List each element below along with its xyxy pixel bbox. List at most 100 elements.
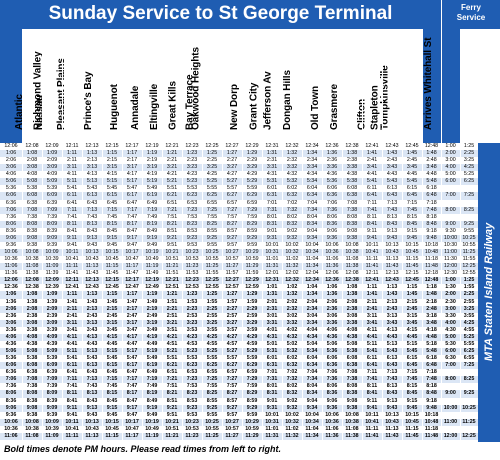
time-cell: 5:11 xyxy=(366,340,378,347)
time-cell: 6:36 xyxy=(5,199,17,206)
time-cell: 4:47 xyxy=(126,340,138,347)
time-cell: 8:08 xyxy=(346,383,358,390)
time-cell: 10:15 xyxy=(405,411,419,418)
time-cell: 1:04 xyxy=(306,284,318,291)
time-cell: 10:25 xyxy=(462,234,476,241)
time-cell: 3:29 xyxy=(246,319,258,326)
time-cell: 8:41 xyxy=(366,390,378,397)
time-cell: 7:43 xyxy=(86,383,98,390)
time-cell: 1:23 xyxy=(186,150,198,157)
time-cell: 1:15 xyxy=(106,291,118,298)
time-cell xyxy=(441,426,460,433)
time-cell: 11:47 xyxy=(125,270,139,277)
title-banner xyxy=(0,0,441,29)
time-cell: 6:17 xyxy=(126,362,138,369)
time-cell: 4:13 xyxy=(86,333,98,340)
table-row: 6:36 6:38 6:39 6:41 6:43 6:45 6:47 6:49 6:51 6:53… xyxy=(0,200,500,207)
time-cell: 12:57 xyxy=(225,284,239,291)
time-cell: 5:08 xyxy=(26,348,38,355)
time-cell: 10:18 xyxy=(424,411,439,418)
time-cell: 4:57 xyxy=(226,340,238,347)
column-divider xyxy=(281,29,283,442)
time-cell: 9:21 xyxy=(166,404,178,411)
time-cell: 9:08 xyxy=(346,397,358,404)
time-cell: 4:11 xyxy=(366,326,378,333)
time-cell: 7:43 xyxy=(86,213,98,220)
time-cell: 7:02 xyxy=(286,199,298,206)
time-cell: 12:43 xyxy=(385,143,399,149)
time-cell: 8:45 xyxy=(406,390,418,397)
time-cell: 10:55 xyxy=(205,256,219,263)
time-cell: 3:13 xyxy=(86,164,98,171)
time-cell: 2:09 xyxy=(46,157,58,164)
time-cell: 11:49 xyxy=(145,270,159,277)
time-cell: 5:48 xyxy=(426,178,437,185)
time-cell xyxy=(441,214,460,221)
time-cell: 6:15 xyxy=(406,355,418,362)
column-divider xyxy=(261,29,263,442)
time-cell: 5:45 xyxy=(106,185,118,192)
time-cell: 12:41 xyxy=(365,277,379,284)
time-cell: 1:45 xyxy=(406,150,418,157)
time-cell: 11:29 xyxy=(245,263,259,270)
time-cell: 4:38 xyxy=(346,333,358,340)
time-cell: 8:34 xyxy=(306,390,318,397)
time-cell: 8:06 xyxy=(5,390,17,397)
time-cell: 10:59 xyxy=(245,256,259,263)
time-cell: 11:15 xyxy=(405,425,419,432)
time-cell: 9:15 xyxy=(406,397,418,404)
time-cell: 9:31 xyxy=(266,404,278,411)
time-cell: 1:13 xyxy=(386,284,398,291)
time-cell: 8:06 xyxy=(5,220,17,227)
column-header: Leaves St George xyxy=(409,29,460,143)
time-cell: 1:15 xyxy=(406,284,418,291)
time-cell: 3:08 xyxy=(346,312,358,319)
time-cell: 1:29 xyxy=(246,291,258,298)
time-cell: 1:30 xyxy=(445,284,456,291)
time-cell: 12:15 xyxy=(405,270,419,277)
time-cell: 12:36 xyxy=(4,284,18,291)
time-cell: 8:08 xyxy=(26,390,38,397)
time-cell: 3:19 xyxy=(146,164,158,171)
time-cell: 12:11 xyxy=(65,277,79,284)
time-cell: 5:39 xyxy=(46,185,58,192)
time-cell: 6:06 xyxy=(5,192,17,199)
time-cell: 4:29 xyxy=(246,333,258,340)
time-cell: 1:36 xyxy=(326,291,338,298)
time-cell: 11:48 xyxy=(424,432,439,439)
time-cell: 1:17 xyxy=(126,291,138,298)
time-cell: 12:45 xyxy=(105,284,119,291)
time-cell: 10:34 xyxy=(305,249,319,256)
time-cell xyxy=(441,398,460,405)
column-divider xyxy=(201,29,203,442)
time-cell: 5:00 xyxy=(445,333,456,340)
time-cell: 6:41 xyxy=(366,362,378,369)
time-cell: 5:13 xyxy=(86,178,98,185)
time-cell: 10:41 xyxy=(65,425,79,432)
time-cell: 4:21 xyxy=(166,171,178,178)
time-cell: 7:32 xyxy=(286,376,298,383)
time-cell: 6:34 xyxy=(306,362,318,369)
time-cell: 1:43 xyxy=(86,298,98,305)
time-cell: 11:31 xyxy=(265,263,279,270)
time-cell: 7:55 xyxy=(206,383,218,390)
time-cell: 10:13 xyxy=(85,249,99,256)
time-cell: 12:36 xyxy=(325,143,339,149)
time-cell: 6:34 xyxy=(306,192,318,199)
time-cell: 10:06 xyxy=(325,241,339,248)
time-cell: 2:45 xyxy=(106,312,118,319)
time-cell: 10:55 xyxy=(205,425,219,432)
time-cell: 11:36 xyxy=(325,432,339,439)
table-row: 5:36 5:38 5:39 5:41 5:43 5:45 5:47 5:49 5:51 5:53… xyxy=(0,185,500,192)
time-cell: 9:23 xyxy=(186,404,198,411)
time-cell: 2:21 xyxy=(166,157,178,164)
time-cell: 8:15 xyxy=(106,220,118,227)
time-cell: 10:43 xyxy=(385,249,399,256)
time-cell: 7:57 xyxy=(226,383,238,390)
time-cell: 11:13 xyxy=(85,263,99,270)
time-cell: 9:41 xyxy=(366,234,378,241)
time-cell: 12:59 xyxy=(245,284,259,291)
time-cell: 8:21 xyxy=(166,390,178,397)
time-cell: 9:38 xyxy=(26,411,38,418)
time-cell: 12:25 xyxy=(205,277,219,284)
